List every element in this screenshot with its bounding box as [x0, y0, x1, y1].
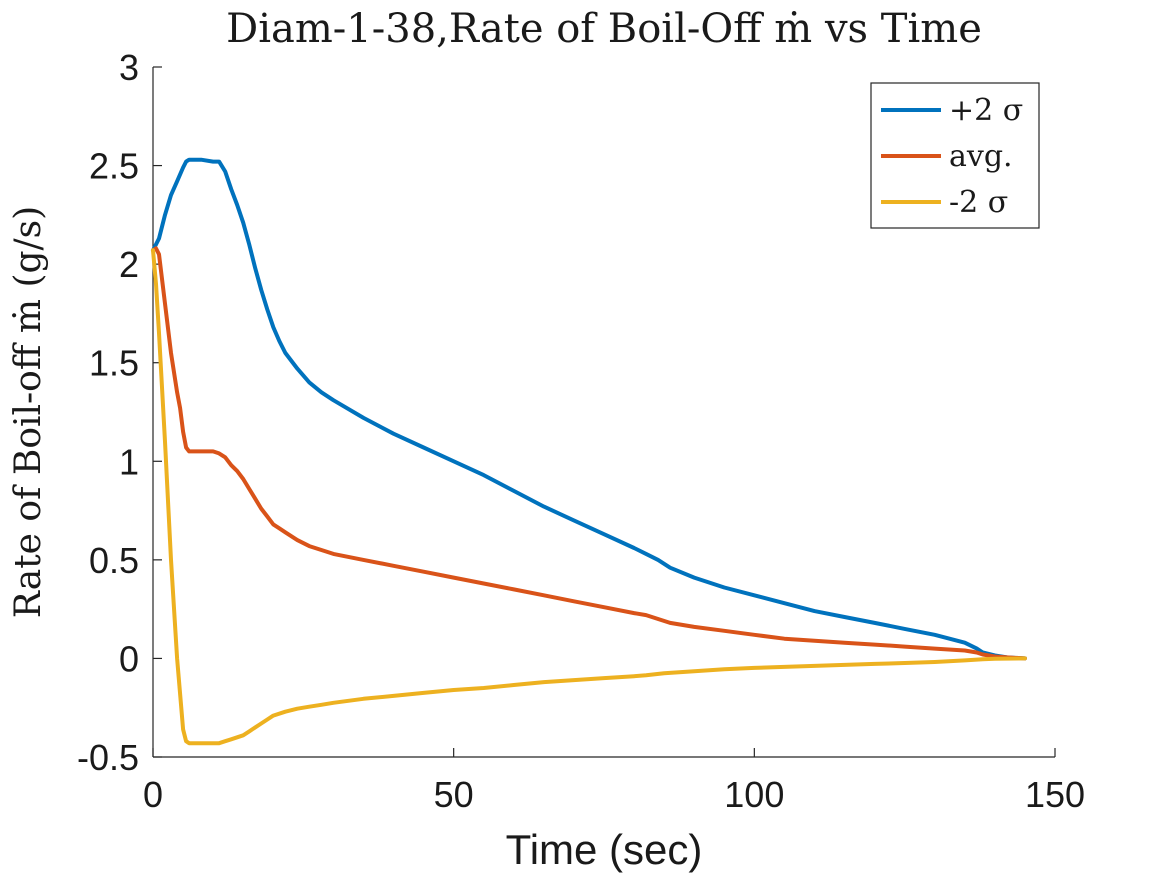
- x-axis-label: Time (sec): [506, 826, 703, 873]
- y-tick-label: 3: [119, 47, 139, 88]
- axes: -0.500.511.522.530 50 100 150: [77, 47, 1085, 815]
- y-tick-label: 1.5: [89, 343, 139, 384]
- chart-title: Diam-1-38,Rate of Boil-Off ṁ vs Time: [226, 6, 982, 52]
- series-line-1: [151, 157, 1027, 661]
- y-tick-label: 2.5: [89, 146, 139, 187]
- x-tick-label: 150: [1025, 774, 1085, 815]
- y-tick-label: 2: [119, 244, 139, 285]
- series-line-3: [151, 248, 1027, 746]
- y-tick-label: -0.5: [77, 737, 139, 778]
- x-tick-label: 50: [434, 774, 474, 815]
- series-line-2: [151, 246, 1027, 661]
- y-axis-label: Rate of Boil-off ṁ (g/s): [8, 206, 49, 618]
- series-layer: [151, 157, 1027, 746]
- x-tick-label: 0: [143, 774, 163, 815]
- y-tick-label: 0.5: [89, 540, 139, 581]
- y-tick-label: 1: [119, 441, 139, 482]
- legend-entry: avg.: [949, 139, 1013, 174]
- legend-entry: +2 σ: [949, 93, 1023, 128]
- legend-entry: -2 σ: [949, 185, 1008, 220]
- y-tick-label: 0: [119, 638, 139, 679]
- legend: +2 σ avg. -2 σ: [870, 82, 1040, 229]
- x-tick-label: 100: [724, 774, 784, 815]
